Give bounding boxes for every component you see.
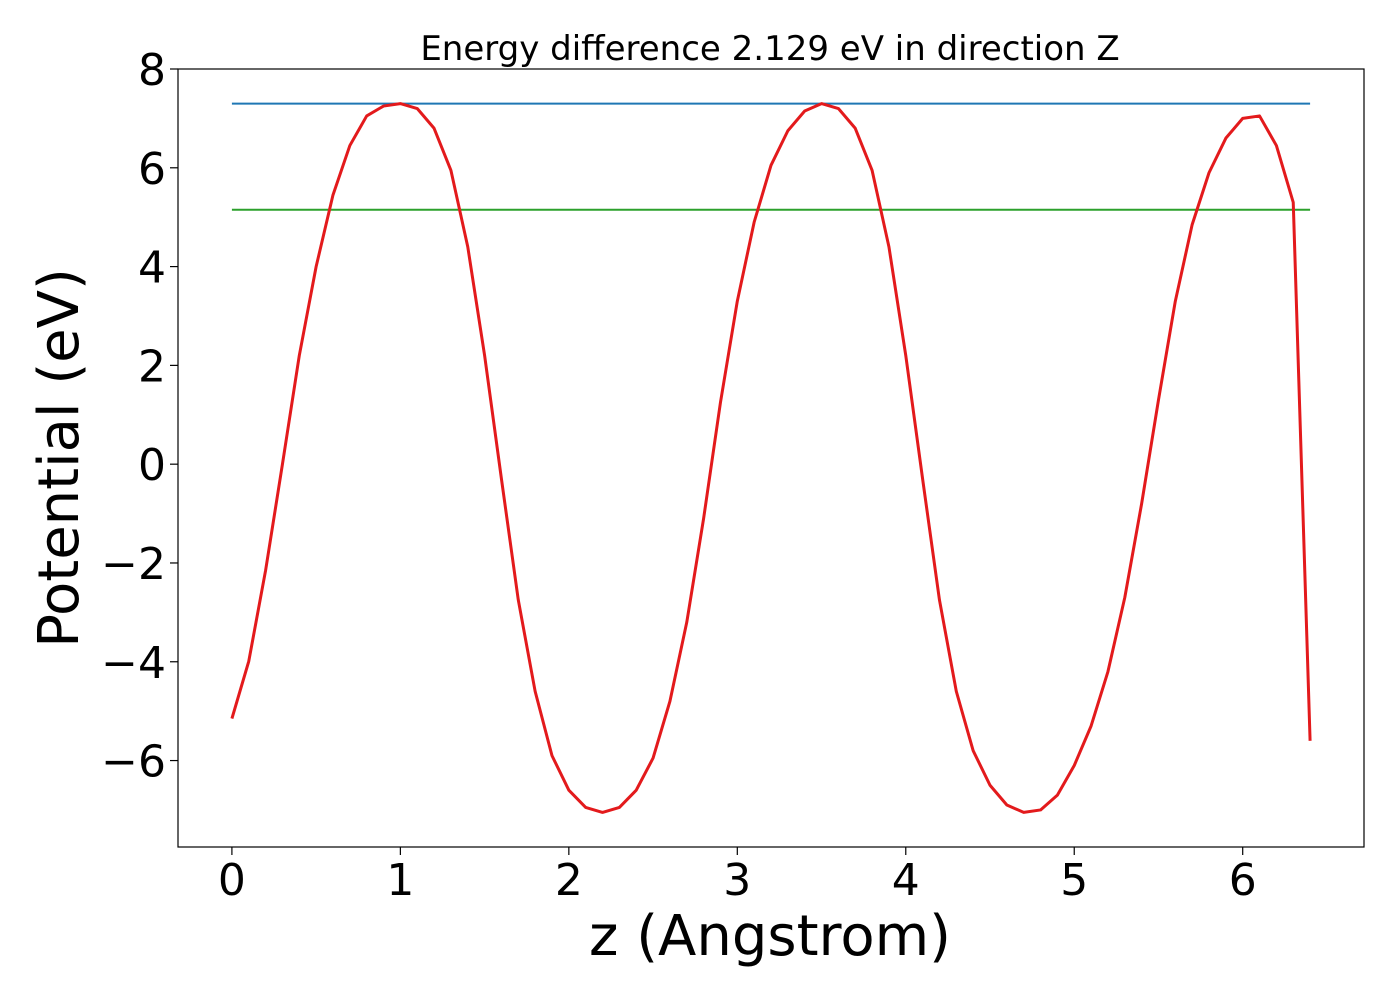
y-tick-label: 6 [138, 144, 166, 195]
y-tick-label: 4 [138, 243, 166, 294]
y-tick-label: 0 [138, 440, 166, 491]
plot-series [230, 102, 1312, 814]
y-axis-ticks: −6 −4 −2 0 2 4 6 8 [101, 45, 178, 788]
x-tick-label: 4 [892, 855, 920, 906]
x-tick-label: 1 [386, 855, 414, 906]
y-tick-label: 8 [138, 45, 166, 96]
series-line-3 [230, 102, 1312, 814]
x-axis-ticks: 0 1 2 3 4 5 6 [218, 847, 1257, 906]
x-tick-label: 2 [555, 855, 583, 906]
y-tick-label: −6 [101, 737, 166, 788]
chart-title: Energy difference 2.129 eV in direction … [420, 29, 1119, 69]
x-tick-label: 6 [1229, 855, 1257, 906]
y-tick-label: 2 [138, 341, 166, 392]
x-tick-label: 0 [218, 855, 246, 906]
plot-area-frame [177, 68, 1365, 848]
x-axis-label: z (Angstrom) [589, 904, 951, 969]
y-tick-label: −4 [101, 638, 166, 689]
x-tick-label: 5 [1060, 855, 1088, 906]
y-tick-label: −2 [101, 539, 166, 590]
x-tick-label: 3 [723, 855, 751, 906]
y-axis-label: Potential (eV) [27, 268, 92, 648]
